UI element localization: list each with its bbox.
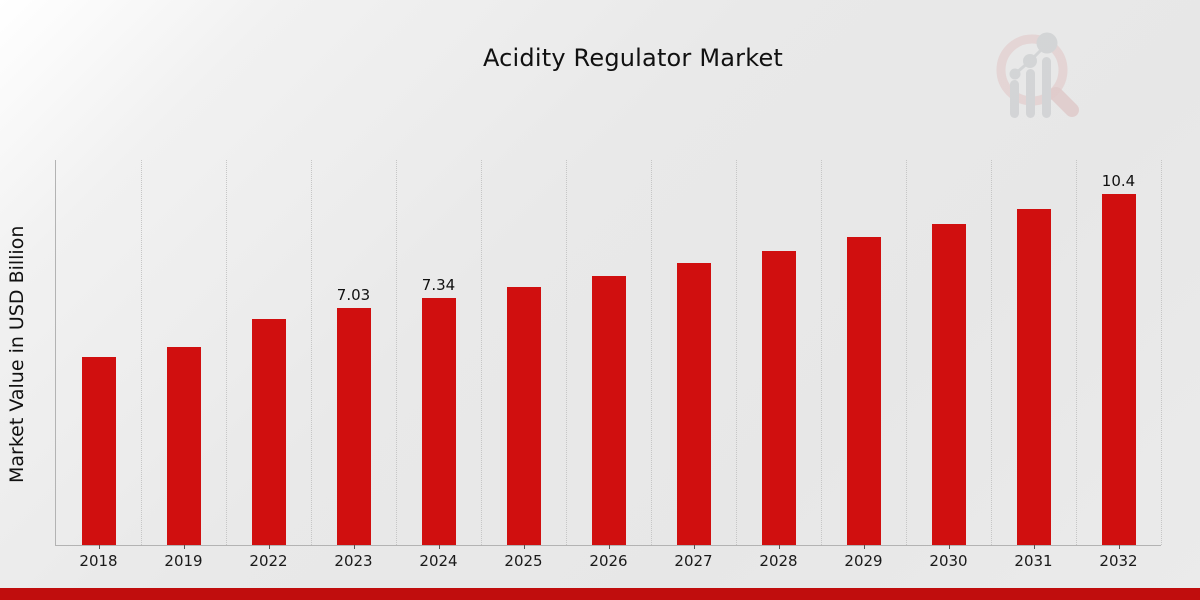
bar <box>761 251 796 545</box>
gridline <box>651 160 652 545</box>
bar-value-label: 7.34 <box>421 276 456 294</box>
x-tick-label: 2024 <box>419 552 458 570</box>
gridline <box>991 160 992 545</box>
axis-tick-mark <box>693 545 695 549</box>
x-tick-label: 2026 <box>589 552 628 570</box>
gridline <box>566 160 567 545</box>
bar <box>1101 194 1136 545</box>
bar <box>166 347 201 545</box>
x-tick-label: 2025 <box>504 552 543 570</box>
axis-tick-mark <box>438 545 440 549</box>
axis-tick-mark <box>778 545 780 549</box>
axis-tick-mark <box>183 545 185 549</box>
bar <box>421 298 456 545</box>
x-tick-label: 2023 <box>334 552 373 570</box>
x-tick-label: 2030 <box>929 552 968 570</box>
bar <box>846 237 881 545</box>
axis-tick-mark <box>98 545 100 549</box>
bar <box>506 287 541 545</box>
x-tick-label: 2032 <box>1099 552 1138 570</box>
bar <box>336 308 371 545</box>
gridline <box>311 160 312 545</box>
bar <box>931 224 966 545</box>
x-tick-label: 2031 <box>1014 552 1053 570</box>
plot-area: 2018 2019 2022 7.03 2023 7.34 2024 2025 2026 2027… <box>55 160 1162 570</box>
bar <box>81 357 116 545</box>
gridline <box>1161 160 1162 545</box>
y-axis-label: Market Value in USD Billion <box>6 225 28 483</box>
bar <box>251 319 286 545</box>
gridline <box>821 160 822 545</box>
axis-tick-mark <box>353 545 355 549</box>
x-tick-label: 2022 <box>249 552 288 570</box>
bar <box>591 276 626 545</box>
gridline <box>226 160 227 545</box>
axis-tick-mark <box>268 545 270 549</box>
x-tick-label: 2018 <box>79 552 118 570</box>
chart-title: Acidity Regulator Market <box>482 44 784 72</box>
bottom-accent-strip <box>0 588 1200 600</box>
bar <box>1016 209 1051 545</box>
axis-tick-mark <box>1033 545 1035 549</box>
axis-tick-mark <box>863 545 865 549</box>
x-tick-label: 2028 <box>759 552 798 570</box>
bar-value-label: 10.4 <box>1101 172 1136 190</box>
x-tick-label: 2029 <box>844 552 883 570</box>
bar-value-label: 7.03 <box>336 286 371 304</box>
axis-tick-mark <box>948 545 950 549</box>
gridline <box>141 160 142 545</box>
bar <box>676 263 711 545</box>
x-tick-label: 2019 <box>164 552 203 570</box>
x-tick-label: 2027 <box>674 552 713 570</box>
magnifier-bar-chart-logo-icon <box>988 26 1090 118</box>
gridline <box>396 160 397 545</box>
axis-tick-mark <box>523 545 525 549</box>
axis-tick-mark <box>1118 545 1120 549</box>
gridline <box>736 160 737 545</box>
gridline <box>481 160 482 545</box>
gridline <box>1076 160 1077 545</box>
axis-tick-mark <box>608 545 610 549</box>
gridline <box>906 160 907 545</box>
